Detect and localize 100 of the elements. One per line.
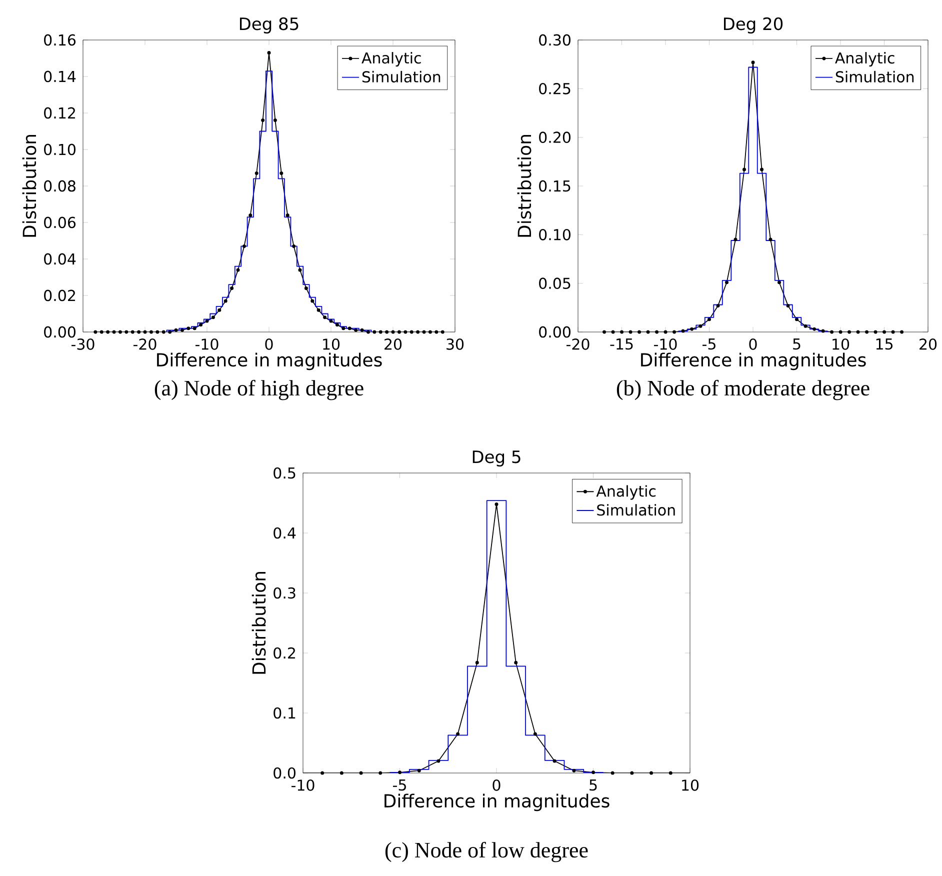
point (404, 330, 408, 334)
point (865, 330, 869, 334)
point (768, 238, 772, 242)
point (359, 771, 363, 775)
point (310, 299, 314, 303)
point (261, 118, 265, 122)
chart-title: Deg 85 (240, 17, 298, 34)
point (156, 330, 160, 334)
point (224, 299, 228, 303)
y-tick-label: 0.20 (539, 132, 570, 144)
point (248, 213, 252, 217)
x-tick-label: 5 (793, 338, 800, 350)
point (620, 330, 624, 334)
point (211, 316, 215, 320)
point (436, 759, 440, 763)
point (205, 319, 209, 323)
point (398, 770, 402, 774)
point (137, 330, 141, 334)
point (348, 326, 352, 330)
point (882, 330, 886, 334)
x-tick-label: 30 (446, 338, 464, 350)
point (340, 771, 344, 775)
point (335, 322, 339, 326)
point (698, 324, 702, 328)
point (329, 319, 333, 323)
y-tick-label: 0.3 (274, 587, 296, 599)
legend-label: Analytic (835, 52, 894, 67)
x-axis-title: Difference in magnitudes (157, 352, 382, 370)
point (391, 330, 395, 334)
point (778, 280, 782, 284)
point (734, 238, 738, 242)
y-tick-label: 0.14 (44, 70, 76, 82)
y-tick-label: 0.00 (539, 326, 570, 338)
y-tick-label: 0.04 (44, 253, 76, 265)
x-tick-label: -20 (566, 338, 590, 350)
point (874, 330, 878, 334)
x-tick-label: -10 (654, 338, 677, 350)
point (900, 330, 904, 334)
y-tick-label: 0.25 (539, 82, 570, 94)
y-tick-label: 0.12 (44, 107, 75, 119)
point (494, 502, 498, 506)
x-tick-label: 10 (682, 780, 699, 791)
point (360, 328, 364, 332)
point (186, 326, 190, 330)
point (354, 328, 358, 332)
point (130, 330, 134, 334)
point (804, 324, 808, 328)
point (192, 326, 196, 330)
point (267, 51, 271, 55)
point (638, 330, 642, 334)
x-tick-label: 5 (590, 780, 597, 791)
point (602, 330, 606, 334)
point (456, 732, 460, 736)
point (304, 286, 308, 290)
point (812, 327, 816, 331)
chart-title: Deg 20 (724, 17, 783, 34)
point (378, 771, 382, 775)
point (422, 330, 426, 334)
point (218, 308, 222, 312)
point (242, 244, 246, 248)
point (440, 330, 444, 334)
point (592, 770, 596, 774)
y-tick-label: 0.5 (274, 467, 296, 479)
point (230, 286, 234, 290)
point (760, 168, 764, 172)
point (428, 330, 432, 334)
point (690, 327, 694, 331)
point (848, 330, 852, 334)
x-tick-label: -15 (610, 338, 633, 350)
point (372, 330, 376, 334)
x-tick-label: -10 (291, 780, 314, 791)
y-tick-label: 0.08 (44, 180, 76, 192)
x-tick-label: 20 (920, 338, 937, 350)
y-tick-label: 0.30 (539, 34, 570, 46)
chart-title: Deg 5 (472, 450, 520, 466)
x-axis-title: Difference in magnitudes (641, 352, 866, 370)
point (646, 330, 650, 334)
point (143, 330, 147, 334)
x-tick-label: -20 (133, 338, 156, 350)
point (320, 771, 324, 775)
point (681, 329, 685, 333)
point (672, 330, 676, 334)
y-tick-label: 0.0 (274, 767, 296, 779)
y-tick-label: 0.06 (44, 216, 76, 228)
point (162, 330, 166, 334)
x-tick-label: -5 (393, 780, 406, 791)
y-tick-label: 0.10 (539, 228, 570, 240)
y-tick-label: 0.10 (44, 144, 76, 156)
text: (b) Node of moderate degree (616, 380, 870, 400)
point (475, 660, 479, 664)
point (273, 118, 277, 122)
point (168, 330, 172, 334)
point (708, 318, 712, 322)
x-tick-label: 0 (265, 338, 273, 350)
point (533, 732, 537, 736)
point (830, 330, 834, 334)
point (856, 330, 860, 334)
point (180, 328, 184, 332)
point (280, 171, 284, 175)
y-tick-label: 0.1 (274, 707, 296, 719)
